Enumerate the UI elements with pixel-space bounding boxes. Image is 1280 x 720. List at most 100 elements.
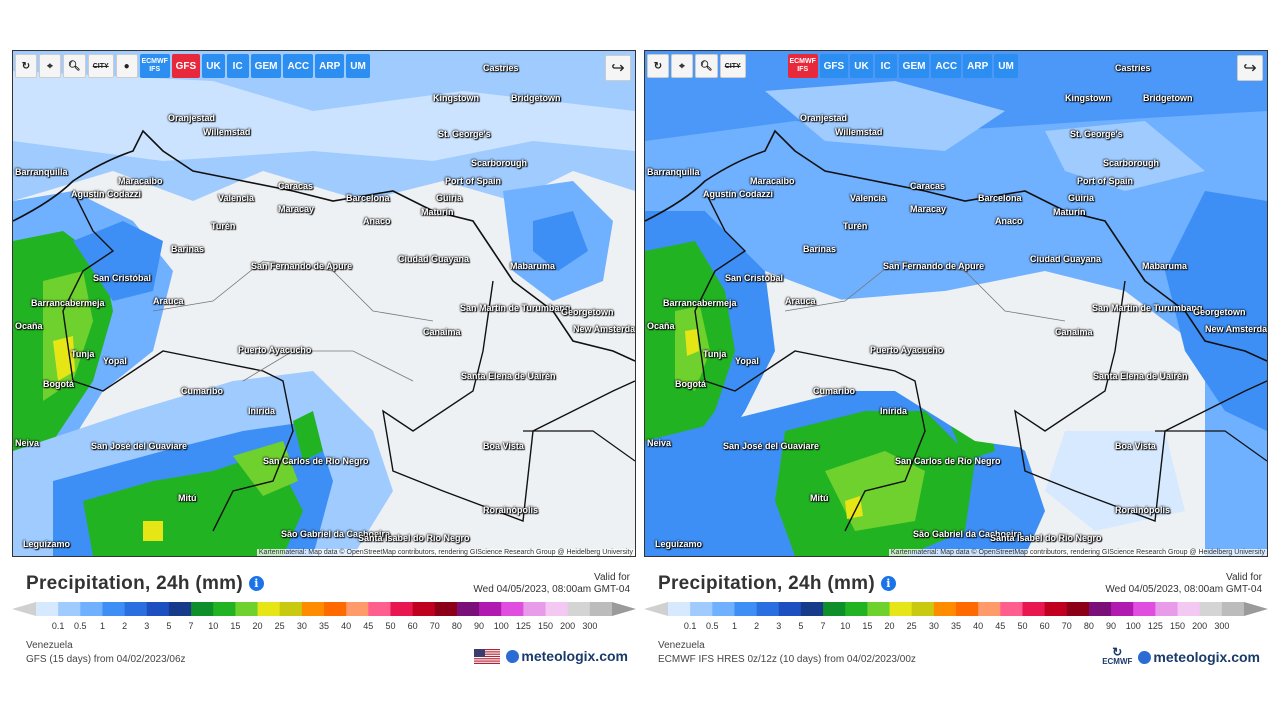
legend-swatch	[956, 602, 979, 616]
legend-tick-label: 90	[474, 621, 485, 631]
share-icon[interactable]: ↪	[605, 55, 631, 81]
legend-tick-label: 125	[1147, 621, 1163, 631]
legend-tick-label: 70	[429, 621, 440, 631]
point-style-button[interactable]: ●	[115, 54, 138, 78]
city-label: Neiva	[15, 438, 40, 448]
region-label: Venezuela	[26, 640, 73, 651]
legend-tick-label: 45	[363, 621, 374, 631]
us-flag-icon	[474, 648, 501, 664]
legend-tick-label: 0.5	[706, 621, 719, 631]
city-label: Santa Isabel do Rio Negro	[990, 533, 1102, 543]
legend-swatch	[1066, 602, 1090, 616]
model-gem-button[interactable]: GEM	[250, 54, 282, 78]
legend-swatch	[690, 602, 713, 616]
city-label: Bogotá	[675, 379, 706, 389]
legend-swatch	[257, 602, 281, 616]
legend-swatch	[58, 602, 81, 616]
gfs-map-panel: ↻ ⌖ 🔍︎ CITY ● ECMWF IFS GFS UK IC GEM AC…	[12, 50, 636, 675]
model-uk-button[interactable]: UK	[202, 54, 225, 78]
legend-tick-label: 0.5	[74, 621, 87, 631]
info-icon[interactable]: i	[881, 576, 896, 591]
legend-swatch	[301, 602, 325, 616]
city-label: Maturín	[421, 207, 454, 217]
legend-swatch	[479, 602, 502, 616]
legend-swatch	[191, 602, 214, 616]
legend-swatch	[1088, 602, 1112, 616]
city-label: San Martín de Turumbang	[1092, 303, 1203, 313]
legend-tick-label: 125	[515, 621, 531, 631]
model-run-label: ECMWF IFS HRES 0z/12z (10 days) from 04/…	[658, 654, 916, 665]
city-label: Maracaibo	[118, 176, 163, 186]
model-arp-button[interactable]: ARP	[963, 54, 993, 78]
model-arp-button[interactable]: ARP	[315, 54, 345, 78]
legend-tick-label: 70	[1061, 621, 1072, 631]
city-label: Leguízamo	[23, 539, 71, 549]
legend-swatch	[390, 602, 414, 616]
location-pin-button[interactable]: ⌖	[39, 54, 61, 78]
legend-tick-label: 150	[538, 621, 554, 631]
legend-tick-label: 15	[862, 621, 873, 631]
zoom-button[interactable]: 🔍︎	[63, 54, 86, 78]
legend-swatch	[1177, 602, 1201, 616]
city-label: Barranquilla	[15, 167, 68, 177]
city-label: Rorainópolis	[1115, 505, 1171, 515]
legend-tick-label: 35	[318, 621, 330, 631]
city-label: Port of Spain	[1077, 176, 1133, 186]
model-gfs-button[interactable]: GFS	[171, 54, 201, 78]
legend-tick-label: 100	[1125, 621, 1141, 631]
city-label: Castries	[1115, 63, 1151, 73]
legend-tick-label: 50	[385, 621, 396, 631]
model-ic-button[interactable]: IC	[874, 54, 897, 78]
legend-swatch	[823, 602, 846, 616]
model-run-label: GFS (15 days) from 04/02/2023/06z	[26, 654, 186, 665]
refresh-button[interactable]: ↻	[15, 54, 37, 78]
precipitation-map-ecmwf[interactable]: ↻ ⌖ 🔍︎ CITY ECMWF IFS GFS UK IC GEM ACC …	[644, 50, 1268, 557]
city-label: San Martín de Turumbang	[460, 303, 571, 313]
model-um-button[interactable]: UM	[994, 54, 1018, 78]
info-icon[interactable]: i	[249, 576, 264, 591]
legend-swatch	[1111, 602, 1134, 616]
city-label: New Amsterdam	[573, 324, 636, 334]
map-attribution: Kartenmaterial: Map data © OpenStreetMap…	[256, 549, 635, 556]
city-label: Tunja	[71, 349, 95, 359]
city-toggle-button[interactable]: CITY	[87, 54, 114, 78]
city-label: Barrancabermeja	[31, 298, 105, 308]
legend-swatch	[36, 602, 59, 616]
model-uk-button[interactable]: UK	[850, 54, 873, 78]
city-label: San Cristóbal	[93, 273, 152, 283]
model-gem-button[interactable]: GEM	[898, 54, 930, 78]
city-label: Ciudad Guayana	[398, 254, 470, 264]
location-pin-button[interactable]: ⌖	[671, 54, 693, 78]
model-ic-button[interactable]: IC	[226, 54, 249, 78]
model-ecmwf-button[interactable]: ECMWF IFS	[139, 54, 170, 78]
model-gfs-button[interactable]: GFS	[819, 54, 849, 78]
city-label: Barinas	[171, 244, 205, 254]
legend-tick-label: 200	[560, 621, 576, 631]
city-label: San Fernando de Apure	[251, 261, 353, 271]
city-label: Mabaruma	[510, 261, 556, 271]
city-label: Puerto Ayacucho	[238, 345, 312, 355]
city-label: Inírida	[248, 406, 276, 416]
legend-ticks: 0.1 0.5 1 2 3 5 7 10 15 20 25 30 35 40 45 50 60 70 80 90 100…	[644, 621, 1268, 633]
zoom-button[interactable]: 🔍︎	[695, 54, 718, 78]
legend-swatch	[800, 602, 824, 616]
city-toggle-button[interactable]: CITY	[719, 54, 746, 78]
model-um-button[interactable]: UM	[346, 54, 370, 78]
model-acc-button[interactable]: ACC	[283, 54, 314, 78]
model-acc-button[interactable]: ACC	[931, 54, 962, 78]
legend-swatch	[1044, 602, 1068, 616]
legend-swatch	[545, 602, 569, 616]
share-icon[interactable]: ↪	[1237, 55, 1263, 81]
legend-colorbar	[12, 602, 636, 616]
model-ecmwf-button[interactable]: ECMWF IFS	[787, 54, 818, 78]
legend-tick-label: 60	[407, 621, 418, 631]
legend-tick-label: 80	[451, 621, 462, 631]
legend-tick-label: 1	[99, 621, 105, 631]
precipitation-map-gfs[interactable]: ↻ ⌖ 🔍︎ CITY ● ECMWF IFS GFS UK IC GEM AC…	[12, 50, 636, 557]
refresh-button[interactable]: ↻	[647, 54, 669, 78]
model-toolbar: ↻ ⌖ 🔍︎ CITY ECMWF IFS GFS UK IC GEM ACC …	[647, 54, 1018, 80]
legend-swatch	[368, 602, 391, 616]
legend-tick-label: 30	[296, 621, 307, 631]
city-label: Yopal	[103, 356, 127, 366]
legend-tick-label: 40	[341, 621, 352, 631]
